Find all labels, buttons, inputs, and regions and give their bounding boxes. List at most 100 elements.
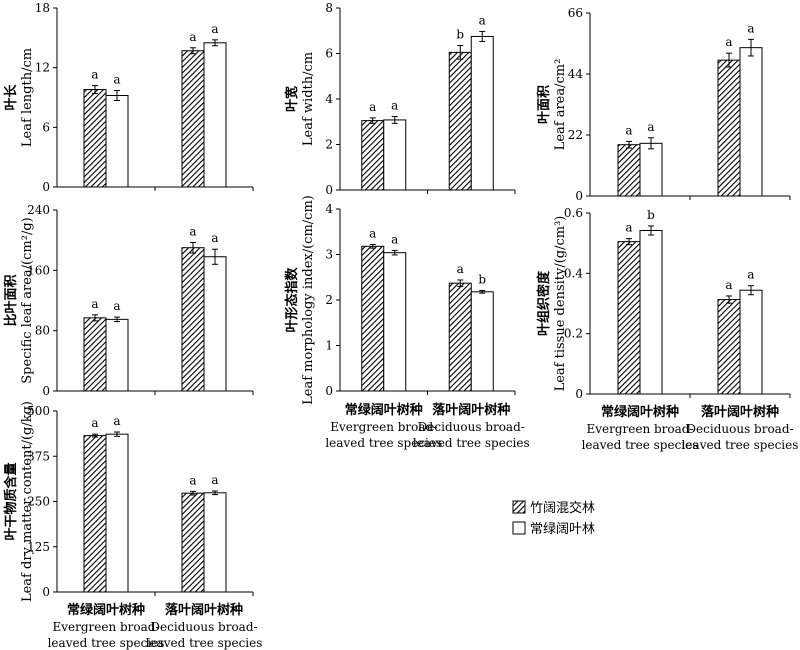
bar — [361, 245, 385, 392]
y-axis-label: 比叶面积Specific leaf area/(cm²/g) — [3, 217, 35, 383]
y-axis-label-cn: 比叶面积 — [3, 274, 19, 326]
y-axis-label-en: Specific leaf area/(cm²/g) — [20, 217, 35, 383]
significance-letter: b — [647, 208, 655, 222]
y-tick-label: 0.6 — [564, 206, 583, 220]
bar — [105, 95, 129, 188]
y-tick-label: 250 — [27, 495, 50, 509]
y-axis-label-cn: 叶面积 — [536, 85, 552, 124]
significance-letter: a — [189, 224, 196, 238]
bar — [203, 492, 227, 593]
significance-letter: a — [747, 21, 754, 35]
y-tick-label: 4 — [325, 92, 333, 106]
x-category-label: 落叶阔叶树种 Deciduous broad-leaved tree specie… — [682, 404, 799, 452]
bar — [470, 291, 494, 392]
y-tick-label: 0 — [325, 183, 333, 197]
y-tick-label: 6 — [325, 47, 333, 61]
x-category-label-cn: 落叶阔叶树种 — [701, 404, 779, 420]
chart-panel: 0 1 2 3 4 叶形态指数Leaf morphology index/(cm/cm) a… — [284, 195, 516, 405]
significance-letter: a — [211, 22, 218, 36]
y-tick-label: 0 — [42, 180, 50, 194]
significance-letter: b — [456, 28, 464, 42]
bar — [717, 299, 741, 395]
x-category-label-en: leaved tree species — [48, 636, 165, 650]
x-category-label-en: leaved tree species — [325, 436, 442, 450]
y-tick-label: 44 — [568, 67, 584, 81]
y-tick-label: 2 — [325, 293, 333, 307]
y-tick-label: 0 — [42, 384, 50, 398]
bar — [105, 318, 129, 392]
legend-label: 竹阔混交林 — [530, 500, 595, 516]
x-category-label: 落叶阔叶树种 Deciduous broad-leaved tree specie… — [146, 602, 263, 650]
y-tick-label: 375 — [27, 449, 50, 463]
significance-letter: a — [113, 73, 120, 87]
bar — [203, 42, 227, 188]
significance-letter: a — [113, 414, 120, 428]
x-category-label-en: Deciduous broad- — [686, 422, 793, 436]
y-axis-label-en: Leaf dry matter content/(g/kg) — [20, 401, 35, 602]
x-category-label-cn: 常绿阔叶树种 — [345, 402, 423, 418]
significance-letter: a — [211, 231, 218, 245]
significance-letter: a — [725, 278, 732, 292]
bar — [181, 50, 205, 188]
significance-letter: a — [391, 232, 398, 246]
y-tick-label: 12 — [35, 61, 50, 75]
bar — [639, 229, 663, 395]
significance-letter: a — [725, 35, 732, 49]
x-category-label-cn: 落叶阔叶树种 — [165, 602, 243, 618]
y-tick-label: 500 — [27, 404, 50, 418]
y-axis-label-en: Leaf tissue density/(g/cm³) — [553, 216, 568, 392]
bar — [383, 252, 407, 392]
legend-swatch — [512, 500, 526, 514]
chart-panel: 0 2 4 6 8 叶宽Leaf width/cm a a b a — [284, 1, 516, 197]
x-category-label-cn: 常绿阔叶树种 — [601, 404, 679, 420]
bar — [617, 144, 641, 197]
x-category-label: 常绿阔叶树种 Evergreen broad-leaved tree specie… — [48, 602, 165, 650]
bar — [470, 35, 494, 191]
y-axis-label-en: Leaf width/cm — [301, 52, 316, 146]
x-category-label-en: Deciduous broad- — [418, 420, 525, 434]
bar — [739, 47, 763, 197]
y-axis-label-cn: 叶干物质含量 — [3, 462, 19, 540]
x-category-label: 常绿阔叶树种 Evergreen broad-leaved tree specie… — [582, 404, 699, 452]
x-category-label-en: leaved tree species — [146, 636, 263, 650]
bar — [83, 317, 107, 392]
significance-letter: a — [189, 473, 196, 487]
bar — [361, 120, 385, 191]
significance-letter: a — [211, 473, 218, 487]
bar — [383, 119, 407, 191]
x-category-label-cn: 常绿阔叶树种 — [67, 602, 145, 618]
significance-letter: a — [391, 99, 398, 113]
chart-panel: 0 6 12 18 叶长Leaf length/cm a a a a — [3, 1, 254, 194]
bar — [717, 59, 741, 197]
x-category-label-en: leaved tree species — [413, 436, 530, 450]
y-tick-label: 80 — [35, 324, 50, 338]
legend-swatch — [512, 521, 526, 535]
bar — [448, 51, 472, 191]
bar — [83, 89, 107, 188]
y-tick-label: 8 — [325, 1, 333, 15]
legend-item: 竹阔混交林 — [512, 500, 595, 516]
significance-letter: a — [369, 100, 376, 114]
significance-letter: a — [91, 416, 98, 430]
y-axis-label-cn: 叶长 — [3, 84, 19, 111]
bar — [739, 289, 763, 395]
x-category-label: 常绿阔叶树种 Evergreen broad-leaved tree specie… — [325, 402, 442, 450]
significance-letter: a — [625, 221, 632, 235]
y-axis-label: 叶面积Leaf area/cm² — [536, 59, 568, 151]
y-tick-label: 0 — [575, 387, 583, 401]
significance-letter: a — [457, 262, 464, 276]
bar — [203, 256, 227, 392]
legend-item: 常绿阔叶林 — [512, 521, 595, 537]
y-tick-label: 22 — [568, 128, 583, 142]
significance-letter: a — [479, 13, 486, 27]
significance-letter: b — [478, 272, 486, 286]
y-tick-label: 4 — [325, 202, 333, 216]
y-tick-label: 1 — [325, 339, 333, 353]
y-tick-label: 6 — [42, 120, 50, 134]
y-tick-label: 160 — [27, 263, 50, 277]
